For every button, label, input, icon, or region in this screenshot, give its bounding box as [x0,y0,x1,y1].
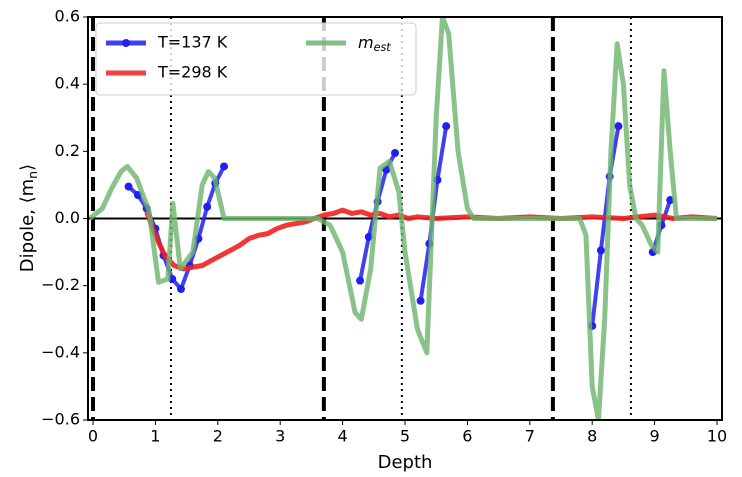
x-axis-label: Depth [378,452,433,473]
y-tick-label: 0.0 [55,208,80,227]
y-axis-label: Dipole, ⟨mn⟩ [17,164,40,272]
x-tick-label: 3 [275,427,285,446]
series-point [176,285,185,294]
x-tick-label: 4 [338,427,348,446]
legend-label: T=298 K [157,63,228,82]
series-point [416,296,425,305]
series-point [356,276,365,285]
x-tick-label: 6 [462,427,472,446]
y-tick-label: 0.6 [55,7,80,26]
series-point [364,232,373,241]
series-point [203,202,212,211]
series-point [596,246,605,255]
series-point [220,162,229,171]
y-tick-label: 0.4 [55,74,80,93]
x-tick-label: 10 [707,427,727,446]
x-tick-label: 7 [525,427,535,446]
y-tick-label: −0.2 [41,275,80,294]
series-point [391,149,400,158]
y-tick-label: −0.6 [41,410,80,429]
x-tick-label: 0 [88,427,98,446]
x-tick-label: 2 [213,427,223,446]
series-point [124,182,133,191]
x-tick-label: 5 [400,427,410,446]
x-tick-label: 9 [650,427,660,446]
x-tick-label: 8 [587,427,597,446]
y-tick-label: 0.2 [55,141,80,160]
plot-frame [87,16,723,421]
legend-marker [122,39,130,47]
y-tick-label: −0.4 [41,342,80,361]
legend-label: mest [358,33,391,55]
series-point [442,122,451,131]
series-point [614,122,623,131]
legend-label: T=137 K [157,33,228,52]
x-tick-label: 1 [150,427,160,446]
series-line [88,17,718,420]
